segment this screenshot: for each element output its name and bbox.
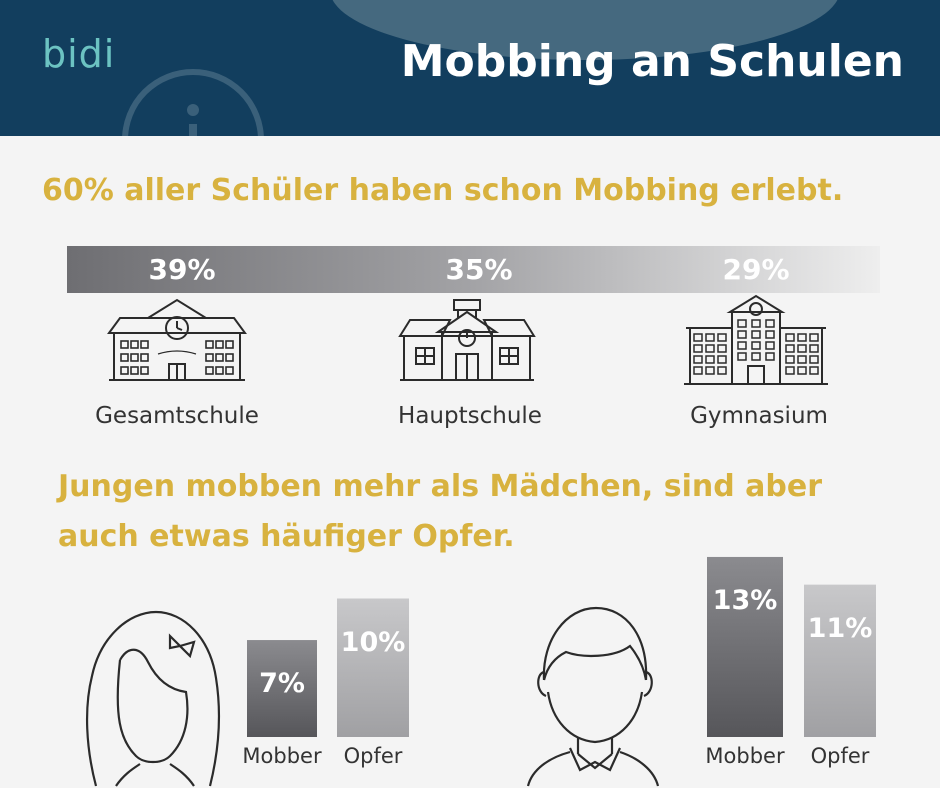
bar-label-girl-mobber: Mobber xyxy=(242,744,322,768)
bar-boy-mobber xyxy=(707,556,783,737)
bar-boy-opfer xyxy=(804,584,876,737)
headline-overall: 60% aller Schüler haben schon Mobbing er… xyxy=(42,173,844,208)
value-gymnasium: 29% xyxy=(722,253,790,286)
school-building-icon xyxy=(107,298,247,381)
boy-avatar-icon xyxy=(526,606,660,787)
bar-girl-opfer xyxy=(337,598,409,737)
page-title: Mobbing an Schulen xyxy=(400,36,904,87)
value-hauptschule: 35% xyxy=(445,253,513,286)
label-gesamtschule: Gesamtschule xyxy=(95,403,259,429)
headline-gender-line2: auch etwas häufiger Opfer. xyxy=(58,519,515,554)
bidi-logo: bidi xyxy=(42,32,116,76)
label-hauptschule: Hauptschule xyxy=(398,403,542,429)
girl-avatar-icon xyxy=(86,610,220,787)
school-house-icon xyxy=(398,299,536,381)
bar-label-boy-opfer: Opfer xyxy=(810,744,870,768)
header-circle-shape xyxy=(332,0,838,60)
value-gesamtschule: 39% xyxy=(148,253,216,286)
header-banner: bidi Mobbing an Schulen xyxy=(0,0,940,136)
gender-bar-chart xyxy=(247,556,876,737)
school-gradient-bar xyxy=(67,246,880,293)
large-school-icon xyxy=(684,294,828,385)
bar-label-boy-mobber: Mobber xyxy=(705,744,785,768)
bar-value-girl-opfer: 10% xyxy=(340,626,406,658)
header-decoration xyxy=(122,0,838,136)
bar-value-girl-mobber: 7% xyxy=(259,668,305,700)
bar-value-boy-opfer: 11% xyxy=(807,612,873,644)
bar-girl-mobber xyxy=(247,640,317,737)
bar-value-boy-mobber: 13% xyxy=(712,584,778,616)
bar-label-girl-opfer: Opfer xyxy=(343,744,403,768)
info-icon xyxy=(122,69,264,136)
headline-gender-line1: Jungen mobben mehr als Mädchen, sind abe… xyxy=(58,469,823,504)
label-gymnasium: Gymnasium xyxy=(690,403,828,429)
